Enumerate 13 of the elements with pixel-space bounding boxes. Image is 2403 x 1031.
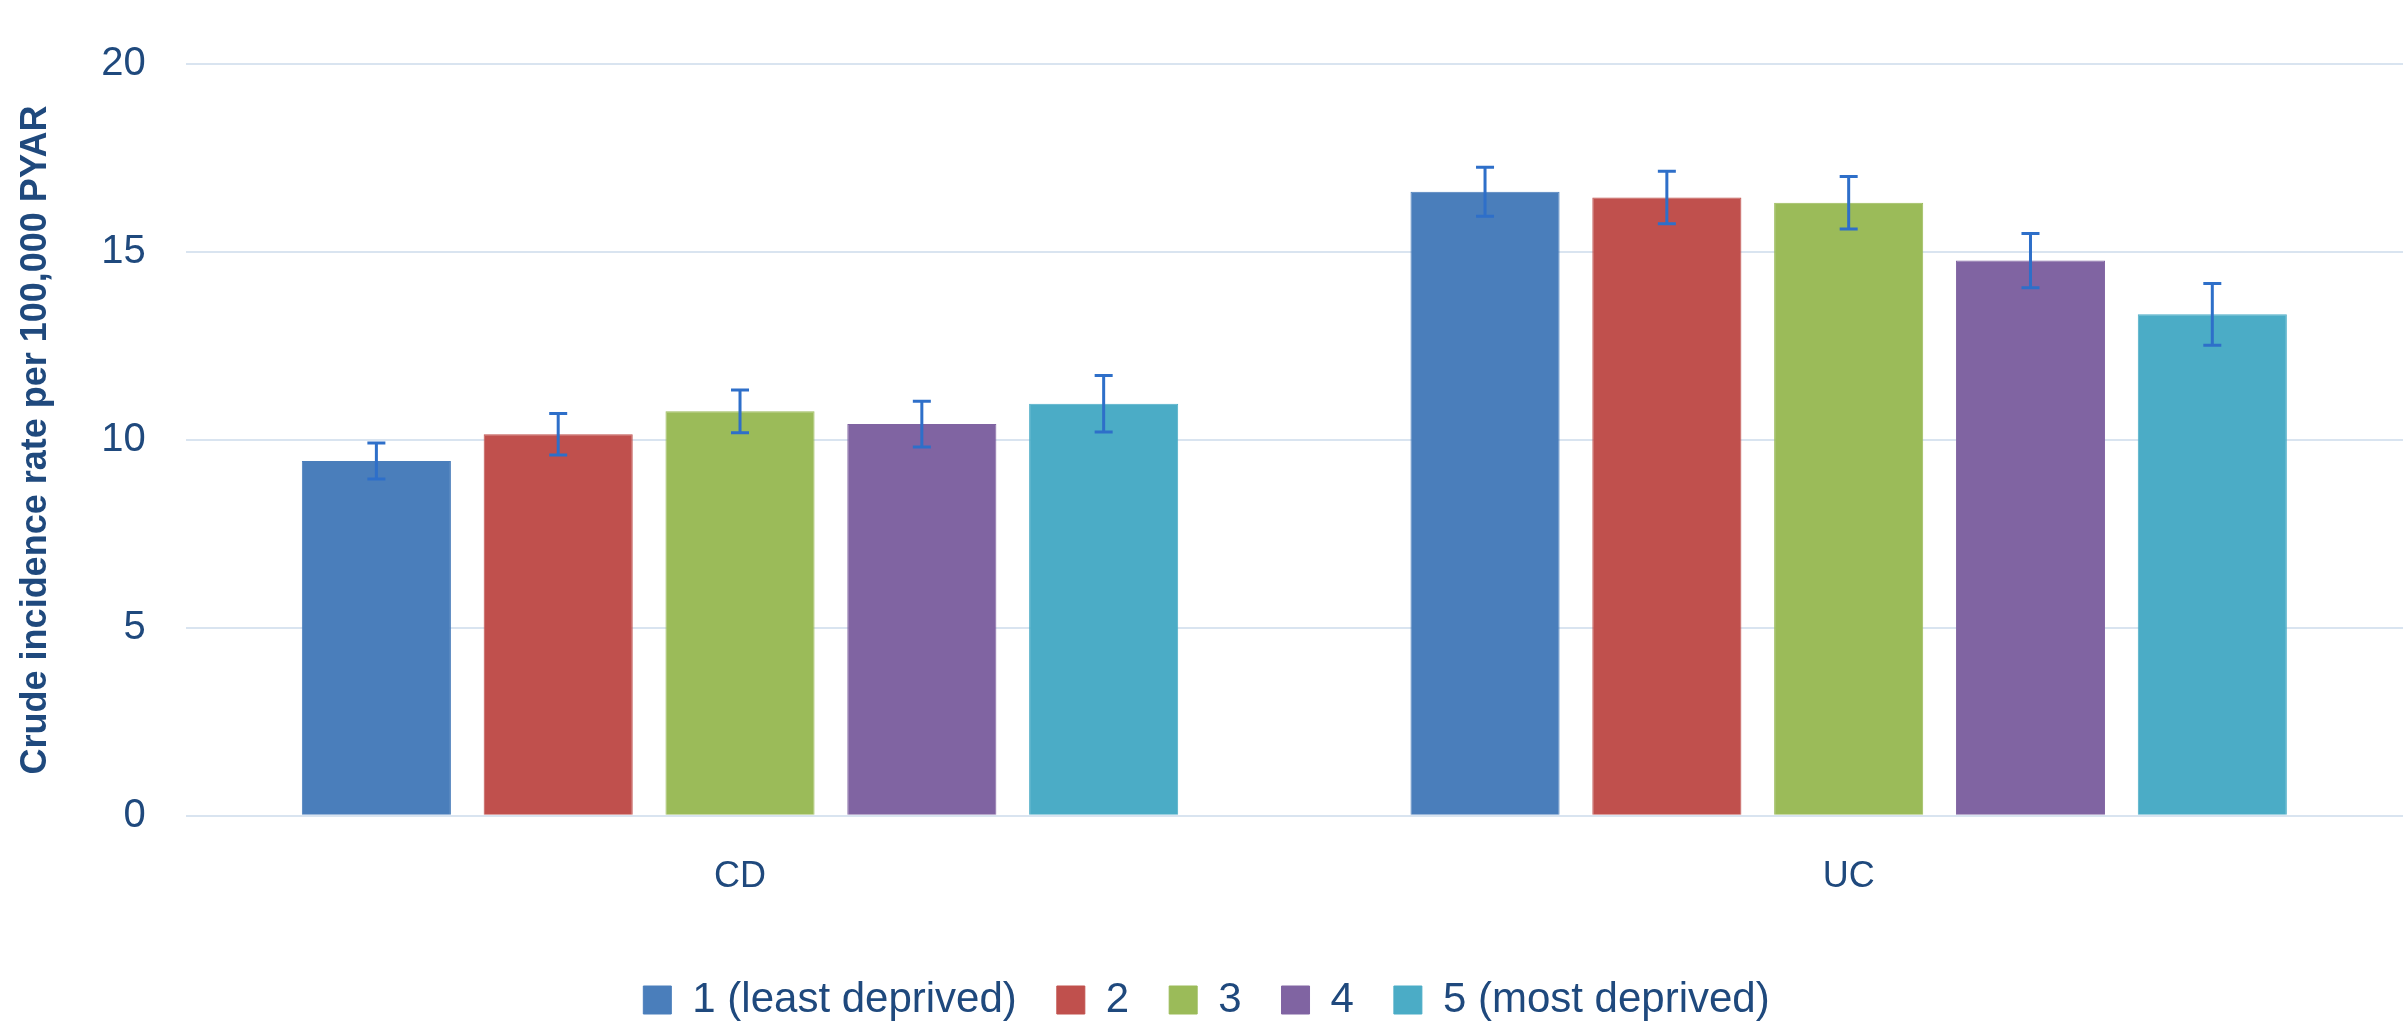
legend-label: 1 (least deprived) [692, 973, 1017, 1021]
y-axis-title: Crude incidence rate per 100,000 PYAR [12, 105, 54, 775]
legend-label: 2 [1105, 973, 1130, 1021]
y-tick-label: 15 [101, 226, 146, 271]
y-tick-label: 10 [101, 414, 146, 459]
legend-label: 5 (most deprived) [1442, 973, 1770, 1021]
legend-label: 4 [1330, 973, 1354, 1021]
y-tick-label: 20 [101, 39, 146, 84]
x-tick-label: CD [714, 854, 767, 896]
y-tick-label: 0 [123, 790, 146, 835]
x-tick-label: UC [1822, 854, 1875, 896]
y-tick-label: 5 [123, 602, 146, 647]
legend-label: 3 [1218, 973, 1242, 1021]
